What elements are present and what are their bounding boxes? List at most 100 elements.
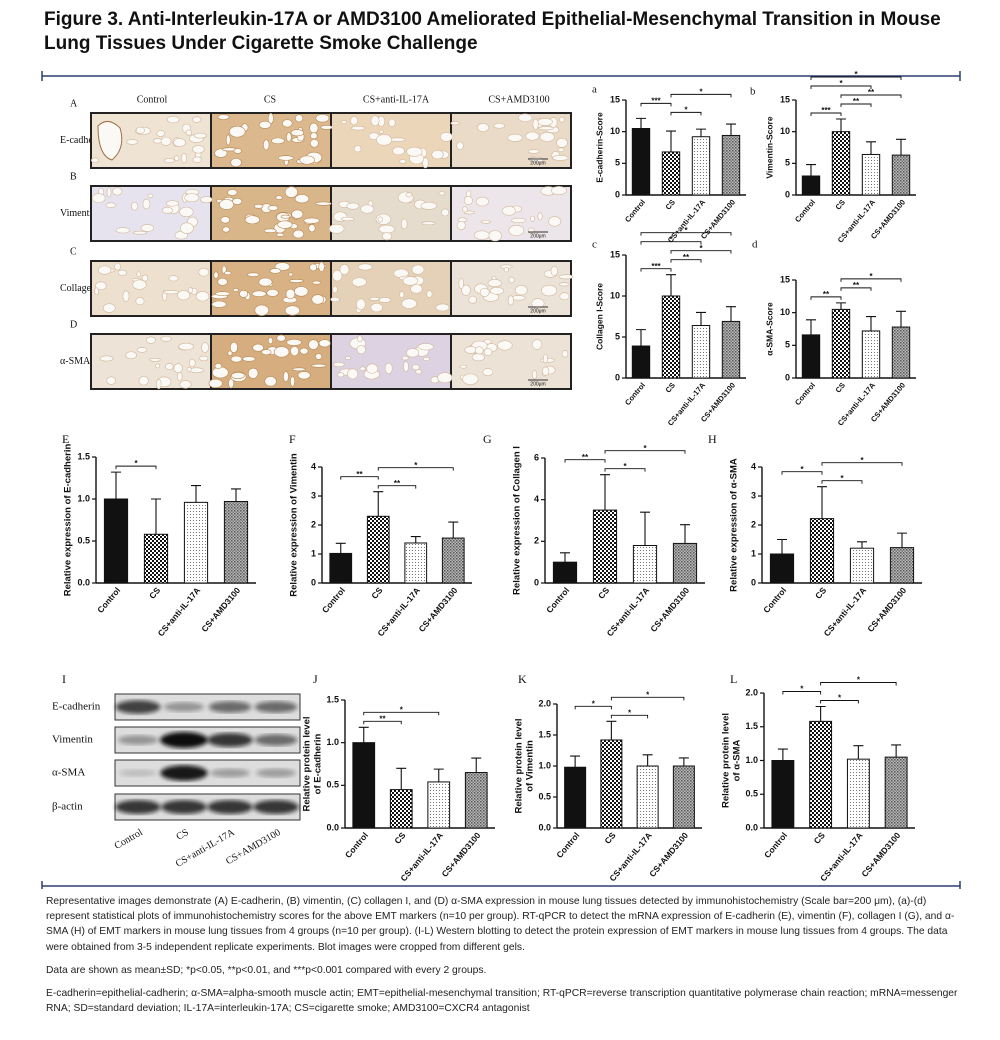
alveolus	[142, 198, 151, 210]
alveolus	[550, 186, 567, 196]
y-tick-label: 0.0	[745, 822, 758, 832]
bar	[672, 542, 698, 584]
x-tick-label: CS+AMD3100	[439, 830, 482, 879]
bar	[389, 789, 413, 829]
alveolus	[290, 129, 304, 137]
alveolus	[217, 277, 228, 286]
alveolus	[341, 120, 347, 124]
alveolus	[254, 304, 269, 316]
histology-image	[92, 262, 210, 315]
significance-bracket	[564, 459, 606, 463]
alveolus	[330, 296, 340, 302]
y-tick-label: 10	[610, 290, 620, 300]
significance-bracket	[840, 287, 872, 291]
alveolus	[525, 131, 540, 141]
significance-bracket	[821, 480, 863, 484]
alveolus	[507, 133, 523, 142]
alveolus	[290, 345, 299, 357]
alveolus	[115, 227, 131, 234]
x-tick-label: CS+anti-IL-17A	[822, 585, 869, 638]
alveolus	[176, 372, 183, 382]
alveolus	[122, 290, 130, 302]
alveolus	[132, 230, 148, 235]
bar	[552, 561, 578, 584]
alveolus	[402, 276, 418, 286]
blot-band	[115, 800, 161, 814]
significance-bracket	[782, 691, 822, 695]
x-tick-label: CS	[663, 381, 677, 395]
alveolus	[366, 363, 379, 374]
alveolus	[320, 124, 333, 130]
y-tick-label: 0	[785, 189, 790, 199]
alveolus	[280, 214, 291, 219]
alveolus	[138, 376, 149, 386]
alveolus	[308, 339, 319, 350]
blot-band	[208, 701, 252, 713]
blot-band	[117, 735, 159, 745]
blot-band	[207, 800, 253, 814]
alveolus	[421, 221, 436, 226]
bar	[846, 758, 870, 829]
panel-label: c	[592, 239, 597, 251]
significance-label: **	[853, 97, 860, 106]
alveolus	[358, 263, 373, 271]
blot-row-label: β-actin	[52, 801, 83, 813]
y-tick-label: 1	[311, 548, 316, 558]
x-tick-label: CS+AMD3100	[199, 585, 242, 634]
significance-bracket	[810, 76, 902, 80]
alveolus	[192, 116, 202, 123]
panel-label: d	[752, 239, 758, 251]
bar	[223, 501, 249, 584]
alveolus	[356, 345, 366, 355]
alveolus	[378, 224, 395, 234]
alveolus	[276, 334, 286, 342]
y-tick-label: 1.0	[326, 737, 339, 747]
significance-label: *	[839, 79, 843, 88]
alveolus	[290, 376, 295, 387]
column-header: CS+AMD3100	[488, 94, 549, 105]
alveolus	[311, 280, 322, 285]
y-tick-label: 0.0	[538, 822, 551, 832]
alveolus	[160, 136, 172, 146]
significance-bracket	[670, 111, 702, 116]
y-tick-label: 0.5	[538, 791, 551, 801]
alveolus	[258, 120, 272, 129]
alveolus	[106, 187, 112, 198]
alveolus	[558, 274, 574, 280]
y-tick-label: 0	[615, 189, 620, 199]
bar	[861, 153, 881, 196]
significance-label: *	[646, 690, 650, 699]
alveolus	[261, 349, 272, 356]
significance-bracket	[377, 467, 454, 471]
error-bar	[817, 486, 827, 519]
row-label: Vimentin	[60, 208, 97, 219]
y-tick-label: 0.5	[326, 780, 339, 790]
error-bar	[642, 754, 653, 766]
alveolus	[462, 373, 479, 385]
figure: Control CS CS+anti-IL-17A CS+AMD3100AE-cadh…	[41, 70, 961, 889]
alveolus	[357, 335, 363, 343]
y-axis-label: of α-SMA	[732, 740, 743, 782]
error-bar	[896, 138, 906, 156]
alveolus	[384, 362, 393, 375]
alveolus	[543, 353, 548, 364]
histology-image	[208, 334, 331, 389]
alveolus	[231, 372, 245, 380]
alveolus	[488, 230, 502, 242]
y-tick-label: 5	[785, 340, 790, 350]
alveolus	[403, 360, 409, 373]
significance-label: *	[643, 444, 647, 453]
alveolus	[378, 129, 384, 134]
alveolus	[281, 119, 293, 128]
alveolus	[155, 363, 160, 369]
significance-label: **	[823, 290, 830, 299]
error-bar	[666, 130, 676, 152]
significance-label: *	[840, 474, 844, 483]
alveolus	[266, 289, 279, 297]
alveolus	[161, 206, 174, 214]
significance-label: *	[628, 708, 632, 717]
alveolus	[179, 206, 194, 218]
alveolus	[90, 157, 100, 163]
y-tick-label: 0	[785, 372, 790, 382]
significance-bracket	[670, 259, 702, 263]
